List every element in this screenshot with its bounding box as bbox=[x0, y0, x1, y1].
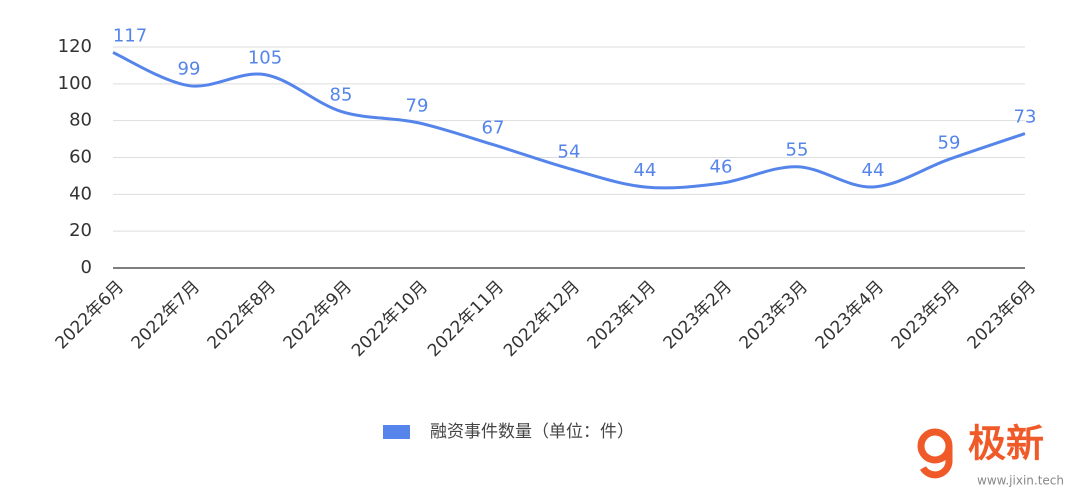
data-label: 79 bbox=[406, 96, 429, 117]
data-label: 99 bbox=[178, 59, 201, 80]
x-tick-label: 2023年2月 bbox=[660, 277, 736, 353]
line bbox=[112, 51, 1026, 190]
data-label: 117 bbox=[113, 26, 147, 47]
x-tick-label: 2022年8月 bbox=[204, 277, 280, 353]
x-tick-label: 2022年12月 bbox=[500, 277, 584, 361]
data-label: 105 bbox=[248, 48, 282, 69]
x-tick-label: 2023年1月 bbox=[584, 277, 660, 353]
x-tick-label: 2023年6月 bbox=[964, 277, 1040, 353]
x-tick-label: 2022年10月 bbox=[348, 277, 432, 361]
y-tick-label: 80 bbox=[69, 110, 92, 131]
y-tick-label: 60 bbox=[69, 147, 92, 168]
legend-label: 融资事件数量（单位：件） bbox=[430, 422, 634, 442]
data-label: 46 bbox=[710, 156, 733, 177]
y-tick-label: 40 bbox=[69, 183, 92, 204]
x-tick-label: 2022年6月 bbox=[52, 277, 128, 353]
x-tick-label: 2022年9月 bbox=[280, 277, 356, 353]
logo: 极新 www.jixin.tech bbox=[917, 422, 1064, 488]
logo-icon bbox=[917, 428, 953, 464]
y-tick-label: 120 bbox=[58, 36, 92, 57]
y-tick-label: 100 bbox=[58, 73, 92, 94]
data-label: 85 bbox=[330, 84, 353, 105]
x-tick-label: 2022年11月 bbox=[424, 277, 508, 361]
data-label: 55 bbox=[786, 140, 809, 161]
x-tick-label: 2023年4月 bbox=[812, 277, 888, 353]
logo-url: www.jixin.tech bbox=[977, 474, 1064, 488]
data-label: 67 bbox=[482, 118, 505, 139]
data-label: 73 bbox=[1014, 107, 1037, 128]
logo-icon bbox=[919, 446, 953, 479]
y-tick-label: 20 bbox=[69, 220, 92, 241]
data-label: 54 bbox=[558, 142, 581, 163]
data-label: 59 bbox=[938, 132, 961, 153]
data-label: 44 bbox=[862, 160, 885, 181]
logo-brand: 极新 bbox=[968, 422, 1044, 466]
x-tick-label: 2022年7月 bbox=[128, 277, 204, 353]
x-tick-label: 2023年3月 bbox=[736, 277, 812, 353]
y-tick-label: 0 bbox=[81, 257, 92, 278]
data-label: 44 bbox=[634, 160, 657, 181]
x-tick-label: 2023年5月 bbox=[888, 277, 964, 353]
legend-swatch bbox=[383, 425, 410, 439]
